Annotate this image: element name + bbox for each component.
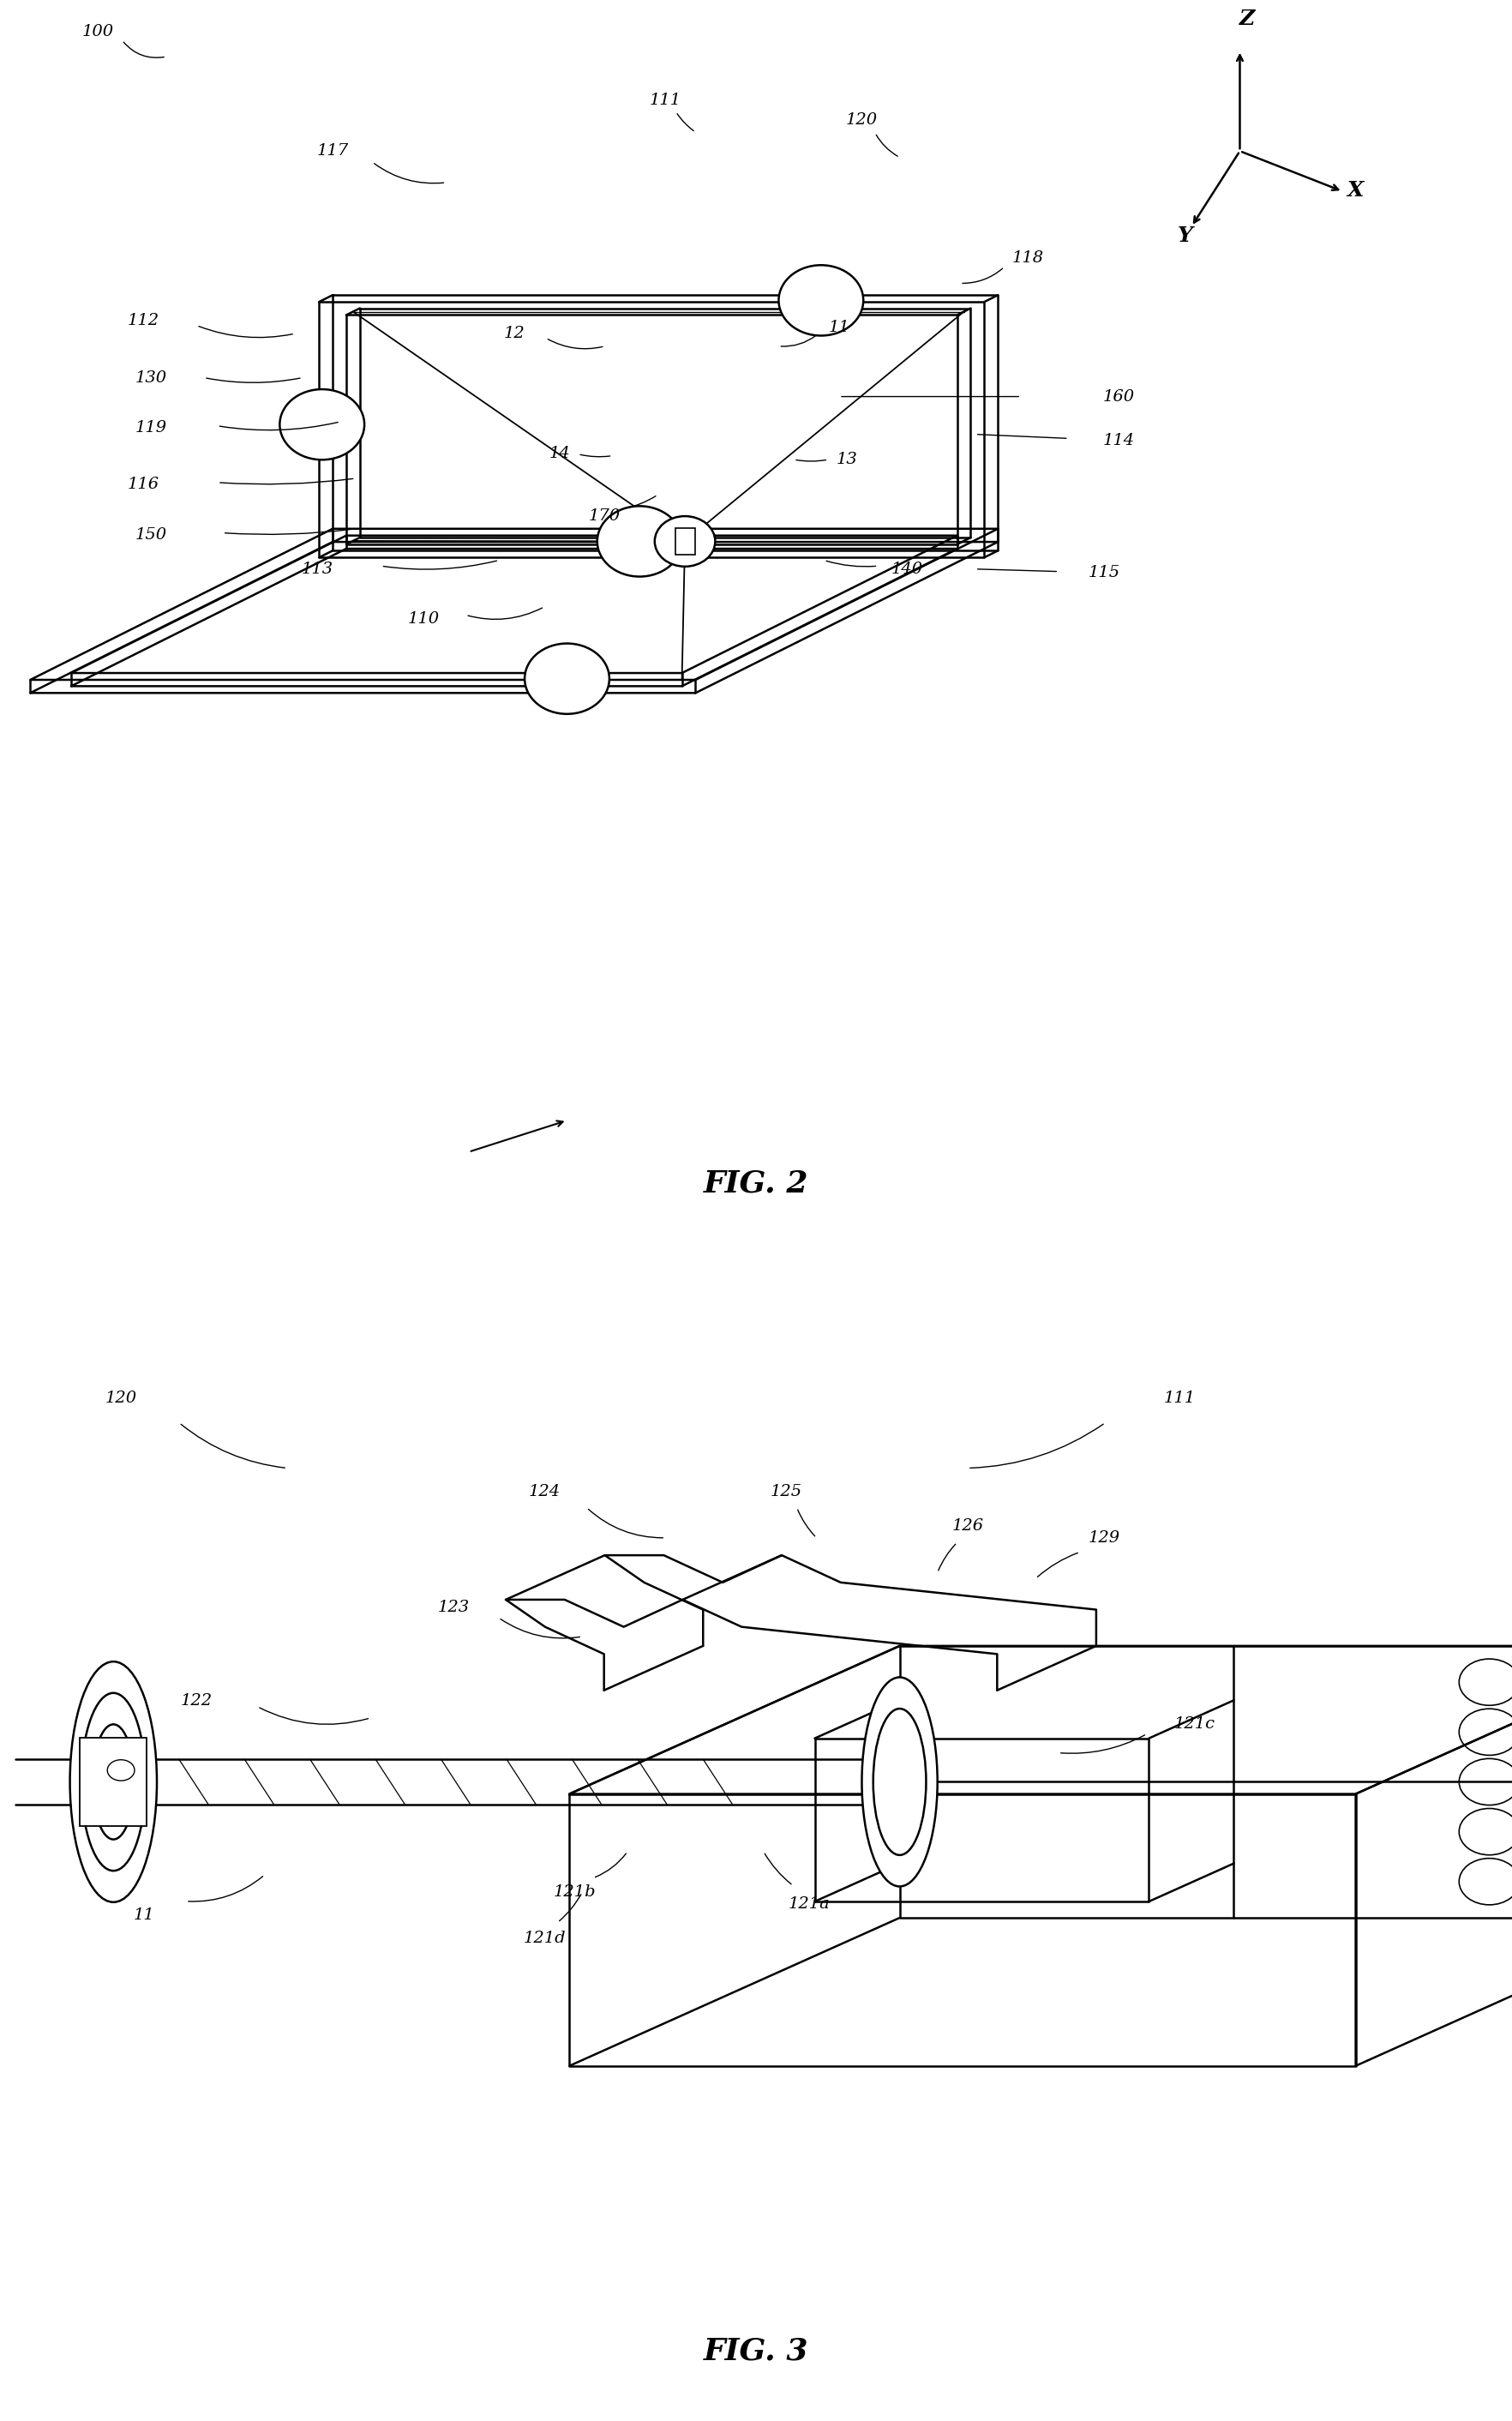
Text: 160: 160	[1102, 390, 1136, 404]
Ellipse shape	[82, 1692, 145, 1871]
Text: 11: 11	[829, 320, 850, 334]
Text: 121a: 121a	[788, 1896, 830, 1913]
Bar	[80, 1738, 147, 1825]
Ellipse shape	[862, 1678, 937, 1886]
Text: 121c: 121c	[1173, 1716, 1216, 1731]
Text: 12: 12	[503, 327, 525, 341]
Text: 117: 117	[316, 143, 349, 160]
Text: 140: 140	[891, 562, 924, 576]
Text: 170: 170	[588, 508, 621, 523]
Text: 129: 129	[1087, 1530, 1120, 1545]
Text: X: X	[1347, 179, 1362, 201]
Text: FIG. 3: FIG. 3	[703, 2336, 809, 2365]
Text: 110: 110	[407, 613, 440, 627]
Text: 122: 122	[180, 1692, 213, 1709]
Ellipse shape	[92, 1724, 135, 1840]
Text: Z: Z	[1240, 10, 1255, 29]
Text: Y: Y	[1178, 225, 1193, 247]
Ellipse shape	[70, 1661, 157, 1903]
Text: 111: 111	[1163, 1390, 1196, 1407]
Text: 116: 116	[127, 477, 160, 491]
Circle shape	[655, 516, 715, 567]
Text: 120: 120	[104, 1390, 138, 1407]
Bar	[674, 528, 696, 554]
Text: 111: 111	[649, 92, 682, 109]
Text: 115: 115	[1087, 564, 1120, 581]
Ellipse shape	[874, 1709, 925, 1854]
Text: 113: 113	[301, 562, 334, 576]
Text: 14: 14	[549, 445, 570, 460]
Circle shape	[597, 506, 682, 576]
Text: 125: 125	[770, 1484, 803, 1499]
Circle shape	[525, 644, 609, 714]
Text: 112: 112	[127, 312, 160, 329]
Text: 126: 126	[951, 1518, 984, 1535]
Text: 100: 100	[82, 24, 115, 39]
Text: 114: 114	[1102, 433, 1136, 448]
Text: 150: 150	[135, 528, 168, 542]
Text: 11: 11	[133, 1908, 154, 1922]
Text: 130: 130	[135, 370, 168, 385]
Text: 13: 13	[836, 453, 857, 467]
Text: 124: 124	[528, 1484, 561, 1499]
Text: 118: 118	[1012, 249, 1045, 266]
Text: 119: 119	[135, 421, 168, 436]
Circle shape	[107, 1760, 135, 1782]
Text: FIG. 2: FIG. 2	[703, 1169, 809, 1198]
Text: 123: 123	[437, 1600, 470, 1615]
Circle shape	[280, 390, 364, 460]
Text: 120: 120	[845, 111, 878, 128]
Text: 121d: 121d	[523, 1932, 565, 1946]
Circle shape	[779, 266, 863, 337]
Text: 121b: 121b	[553, 1884, 596, 1900]
